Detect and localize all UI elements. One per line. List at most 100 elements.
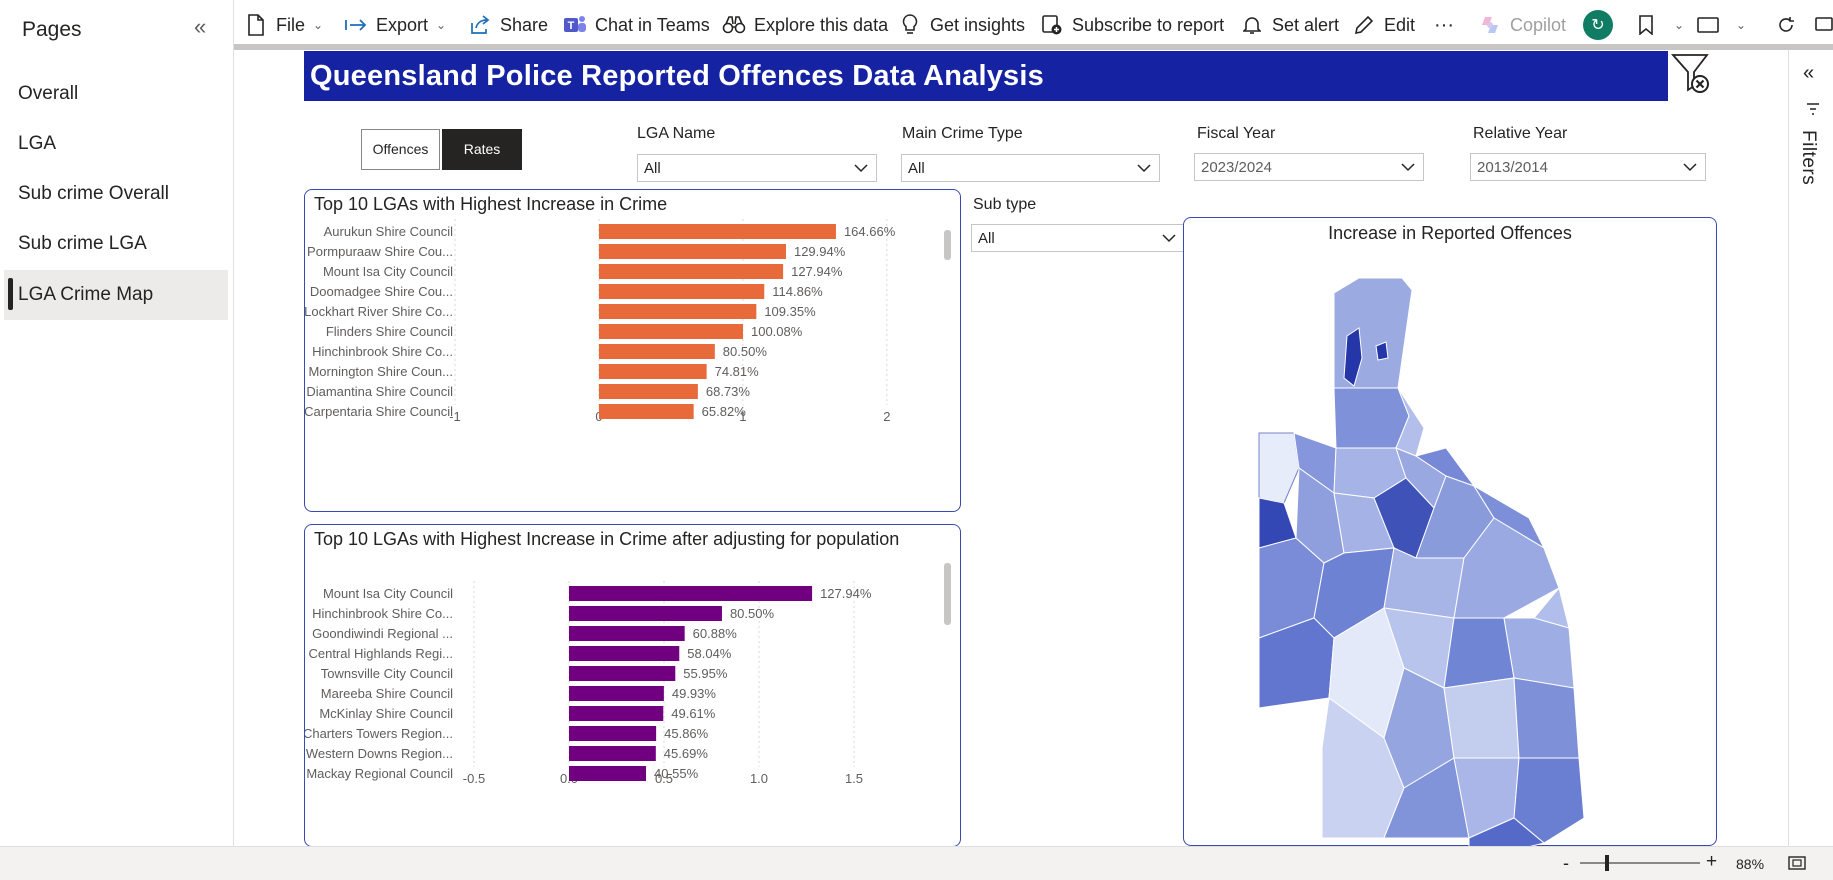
- zoom-out-button[interactable]: -: [1563, 853, 1569, 873]
- data-label: 49.93%: [672, 686, 717, 701]
- category-label: Charters Towers Region...: [305, 726, 453, 741]
- category-label: Flinders Shire Council: [326, 324, 453, 339]
- page-item-lga[interactable]: LGA: [18, 133, 57, 154]
- data-label: 100.08%: [751, 324, 803, 339]
- x-tick-label: 0.5: [655, 771, 673, 786]
- page-item-overall[interactable]: Overall: [18, 83, 79, 104]
- x-tick-label: 2: [883, 409, 890, 424]
- chevron-down-icon: [1683, 163, 1697, 172]
- bar: [598, 364, 707, 379]
- pages-panel: Pages « Overall LGA Sub crime Overall Su…: [0, 0, 234, 880]
- data-label: 65.82%: [702, 404, 747, 419]
- category-label: Townsville City Council: [321, 666, 453, 681]
- zoom-in-button[interactable]: +: [1706, 851, 1718, 872]
- bar: [598, 244, 786, 259]
- set-alert-label: Set alert: [1272, 14, 1340, 35]
- main-crime-type-value: All: [908, 160, 925, 177]
- map-region: [1375, 341, 1389, 361]
- data-label: 127.94%: [791, 264, 843, 279]
- zoom-slider-track[interactable]: [1580, 862, 1700, 864]
- file-menu[interactable]: File ⌄: [244, 0, 323, 50]
- chevron-down-icon: ⌄: [1736, 18, 1747, 32]
- zoom-level: 88%: [1736, 856, 1765, 872]
- bar-chart-top10-increase[interactable]: -1012Aurukun Shire Council164.66%Pormpur…: [305, 190, 945, 513]
- chat-in-teams-button[interactable]: T Chat in Teams: [563, 0, 710, 50]
- filters-pane-label[interactable]: Filters: [1798, 130, 1819, 186]
- relative-year-dropdown[interactable]: 2013/2014: [1470, 153, 1706, 181]
- file-label: File: [276, 14, 306, 35]
- sub-type-dropdown[interactable]: All: [971, 224, 1185, 252]
- bar: [569, 726, 657, 741]
- collapse-pages-icon[interactable]: «: [194, 14, 207, 39]
- map-region: [1513, 757, 1585, 844]
- lga-name-dropdown[interactable]: All: [637, 154, 877, 182]
- toggle-rates-button[interactable]: Rates: [442, 129, 522, 170]
- bar: [598, 264, 784, 279]
- sync-status-button[interactable]: ↻: [1583, 0, 1613, 50]
- bar: [569, 586, 813, 601]
- page-item-lga-crime-map[interactable]: LGA Crime Map: [4, 270, 228, 320]
- comment-button[interactable]: [1812, 0, 1833, 50]
- clear-filters-icon[interactable]: [1670, 52, 1712, 96]
- export-menu[interactable]: Export ⌄: [344, 0, 446, 50]
- explore-data-label: Explore this data: [754, 14, 889, 35]
- expand-filters-icon[interactable]: «: [1803, 62, 1815, 84]
- toggle-offences-button[interactable]: Offences: [361, 129, 440, 170]
- map-region: [1513, 677, 1580, 759]
- subscribe-button[interactable]: Subscribe to report: [1040, 0, 1224, 50]
- x-tick-label: -1: [449, 409, 461, 424]
- edit-button[interactable]: Edit: [1352, 0, 1415, 50]
- refresh-icon: [1774, 13, 1798, 37]
- share-icon: [468, 13, 492, 37]
- lga-name-value: All: [644, 160, 661, 177]
- map-region: [1503, 617, 1575, 689]
- data-label: 60.88%: [693, 626, 738, 641]
- explore-data-button[interactable]: Explore this data: [722, 0, 888, 50]
- more-options-button[interactable]: ···: [1434, 13, 1454, 36]
- map-region: [1333, 387, 1410, 449]
- export-label: Export: [376, 14, 429, 35]
- chevron-down-icon: [1162, 234, 1176, 243]
- fit-to-page-icon[interactable]: [1788, 856, 1806, 870]
- x-tick-label: 1: [739, 409, 746, 424]
- data-label: 127.94%: [820, 586, 872, 601]
- bar: [598, 324, 743, 339]
- page-item-sub-crime-overall[interactable]: Sub crime Overall: [18, 183, 169, 204]
- main-crime-type-dropdown[interactable]: All: [901, 154, 1160, 182]
- map-region: [1258, 432, 1300, 504]
- copilot-label: Copilot: [1510, 14, 1567, 35]
- get-insights-button[interactable]: Get insights: [898, 0, 1025, 50]
- copilot-button[interactable]: Copilot: [1478, 0, 1566, 50]
- chevron-down-icon: ⌄: [1674, 18, 1685, 32]
- set-alert-button[interactable]: Set alert: [1240, 0, 1339, 50]
- data-label: 45.69%: [664, 746, 709, 761]
- data-label: 55.95%: [683, 666, 728, 681]
- view-menu[interactable]: ⌄: [1696, 0, 1746, 50]
- chart-scrollbar-top10-adjusted[interactable]: [944, 563, 951, 625]
- category-label: Doomadgee Shire Cou...: [310, 284, 453, 299]
- fiscal-year-dropdown[interactable]: 2023/2024: [1194, 153, 1424, 181]
- page-item-sub-crime-lga[interactable]: Sub crime LGA: [18, 233, 147, 254]
- refresh-circle-icon: ↻: [1583, 10, 1613, 40]
- category-label: Goondiwindi Regional ...: [312, 626, 453, 641]
- filters-pane[interactable]: «: [1788, 50, 1833, 846]
- comment-icon: [1812, 13, 1833, 37]
- data-label: 40.55%: [654, 766, 699, 781]
- queensland-choropleth-map[interactable]: [1184, 218, 1718, 847]
- refresh-button[interactable]: [1774, 0, 1806, 50]
- bar: [569, 666, 676, 681]
- share-button[interactable]: Share: [468, 0, 548, 50]
- category-label: Hinchinbrook Shire Co...: [312, 606, 453, 621]
- category-label: Mackay Regional Council: [306, 766, 453, 781]
- chart-scrollbar-top10-increase[interactable]: [944, 230, 951, 260]
- svg-text:T: T: [568, 20, 575, 32]
- zoom-slider-thumb[interactable]: [1605, 855, 1610, 871]
- export-icon: [344, 13, 368, 37]
- bar: [598, 404, 694, 419]
- data-label: 129.94%: [794, 244, 846, 259]
- slicer-label-relative-year: Relative Year: [1473, 125, 1568, 142]
- category-label: Diamantina Shire Council: [306, 384, 453, 399]
- bookmark-menu[interactable]: ⌄: [1634, 0, 1684, 50]
- data-label: 45.86%: [664, 726, 709, 741]
